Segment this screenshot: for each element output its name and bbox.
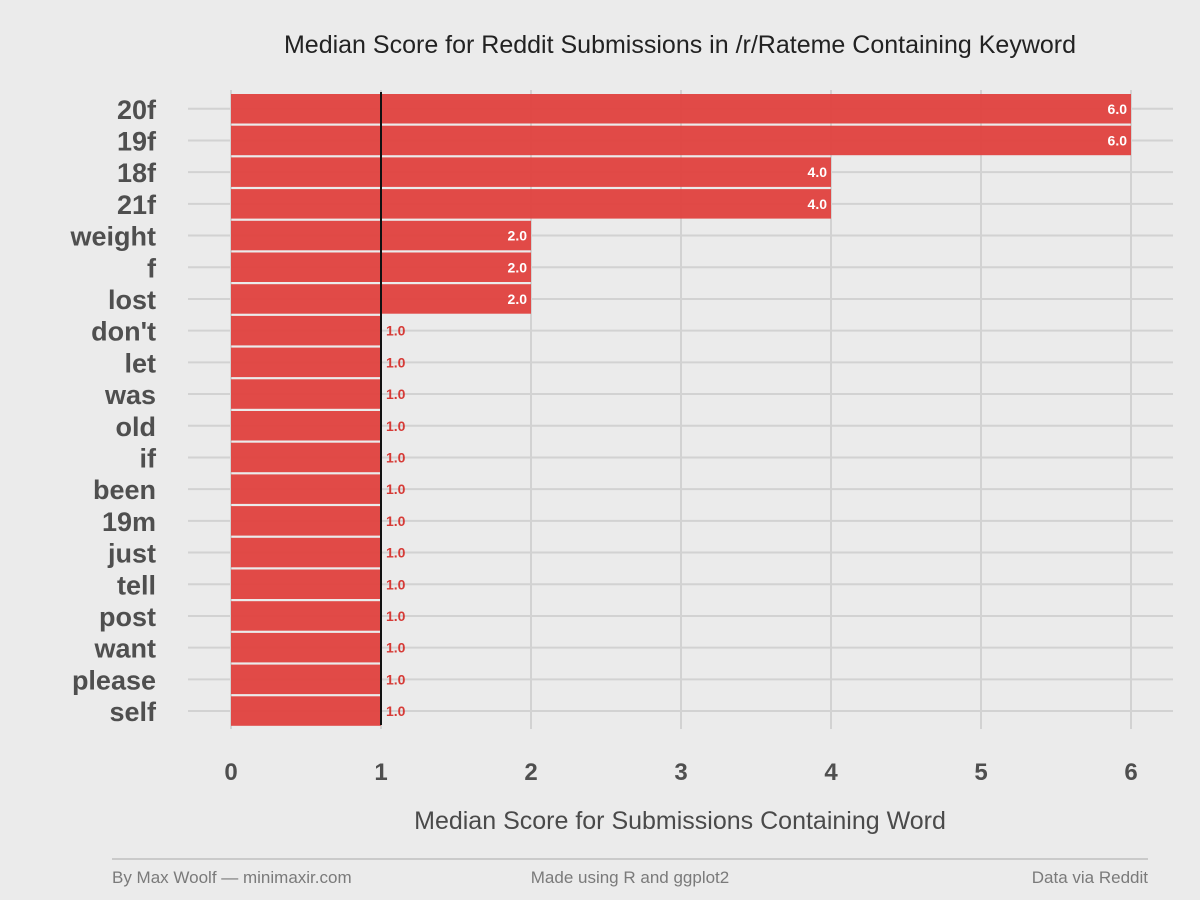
data-label: 1.0 bbox=[386, 418, 406, 434]
bar bbox=[231, 632, 381, 663]
data-label: 6.0 bbox=[1108, 101, 1128, 117]
data-label: 1.0 bbox=[386, 576, 406, 592]
data-label: 1.0 bbox=[386, 481, 406, 497]
y-tick-label: lost bbox=[108, 285, 156, 315]
data-label: 2.0 bbox=[508, 228, 528, 244]
y-tick-label: old bbox=[116, 412, 157, 442]
x-tick-label: 0 bbox=[224, 759, 237, 786]
y-tick-label: self bbox=[109, 697, 157, 727]
x-axis-label: Median Score for Submissions Containing … bbox=[414, 807, 946, 835]
bar bbox=[231, 696, 381, 726]
y-tick-label: post bbox=[99, 602, 156, 632]
bar bbox=[231, 506, 381, 536]
y-tick-label: 18f bbox=[117, 158, 157, 188]
data-labels-layer: 6.0 6.0 4.0 4.0 2.0 2.0 2.0 1.0 1.0 1.0 1.0 1.0 1.0 1… bbox=[386, 101, 1127, 719]
y-tick-label: 20f bbox=[117, 95, 157, 125]
data-label: 1.0 bbox=[386, 513, 406, 529]
x-tick-label: 2 bbox=[524, 759, 537, 786]
data-label: 1.0 bbox=[386, 640, 406, 656]
bar bbox=[231, 474, 381, 504]
data-label: 2.0 bbox=[508, 291, 528, 307]
y-tick-label: weight bbox=[70, 222, 157, 252]
bar bbox=[231, 94, 1131, 124]
data-label: 1.0 bbox=[386, 671, 406, 687]
bar bbox=[231, 379, 381, 409]
bar bbox=[231, 125, 1131, 156]
y-tick-label: just bbox=[107, 539, 156, 569]
bar bbox=[231, 347, 381, 378]
y-tick-label: been bbox=[93, 475, 156, 505]
chart-title: Median Score for Reddit Submissions in /… bbox=[284, 31, 1076, 59]
data-label: 1.0 bbox=[386, 703, 406, 719]
bar bbox=[231, 569, 381, 599]
footer-source: Data via Reddit bbox=[1032, 868, 1149, 887]
y-tick-label: f bbox=[147, 253, 157, 283]
x-tick-label: 6 bbox=[1124, 759, 1137, 786]
y-tick-label: please bbox=[72, 665, 156, 695]
footer-credit: By Max Woolf — minimaxir.com bbox=[112, 868, 352, 887]
y-tick-label: don't bbox=[91, 317, 156, 347]
x-tick-label: 5 bbox=[974, 759, 987, 786]
data-label: 1.0 bbox=[386, 354, 406, 370]
bar bbox=[231, 411, 381, 441]
y-tick-label: 19f bbox=[117, 126, 157, 156]
data-label: 1.0 bbox=[386, 545, 406, 561]
data-label: 6.0 bbox=[1108, 132, 1128, 148]
y-tick-label: 19m bbox=[102, 507, 156, 537]
bar bbox=[231, 157, 831, 187]
y-tick-label: 21f bbox=[117, 190, 157, 220]
data-label: 2.0 bbox=[508, 259, 528, 275]
y-tick-label: want bbox=[93, 634, 156, 664]
y-tick-label: let bbox=[124, 348, 156, 378]
data-label: 4.0 bbox=[808, 196, 828, 212]
x-tick-label: 3 bbox=[674, 759, 687, 786]
data-label: 1.0 bbox=[386, 386, 406, 402]
bar bbox=[231, 601, 381, 631]
bar bbox=[231, 442, 381, 473]
data-label: 1.0 bbox=[386, 323, 406, 339]
y-tick-label: tell bbox=[117, 570, 156, 600]
y-tick-label: if bbox=[140, 443, 158, 473]
footer-tools: Made using R and ggplot2 bbox=[531, 868, 729, 887]
data-label: 1.0 bbox=[386, 608, 406, 624]
y-tick-labels: 20f19f18f21fweightflostdon'tletwasoldifb… bbox=[70, 95, 158, 727]
bar bbox=[231, 189, 831, 219]
bar bbox=[231, 315, 381, 346]
bar bbox=[231, 537, 381, 568]
x-tick-label: 1 bbox=[374, 759, 387, 786]
x-tick-label: 4 bbox=[824, 759, 838, 786]
x-tick-labels: 0 1 2 3 4 5 6 bbox=[224, 759, 1137, 786]
data-label: 4.0 bbox=[808, 164, 828, 180]
bar bbox=[231, 664, 381, 695]
y-tick-label: was bbox=[104, 380, 156, 410]
data-label: 1.0 bbox=[386, 449, 406, 465]
